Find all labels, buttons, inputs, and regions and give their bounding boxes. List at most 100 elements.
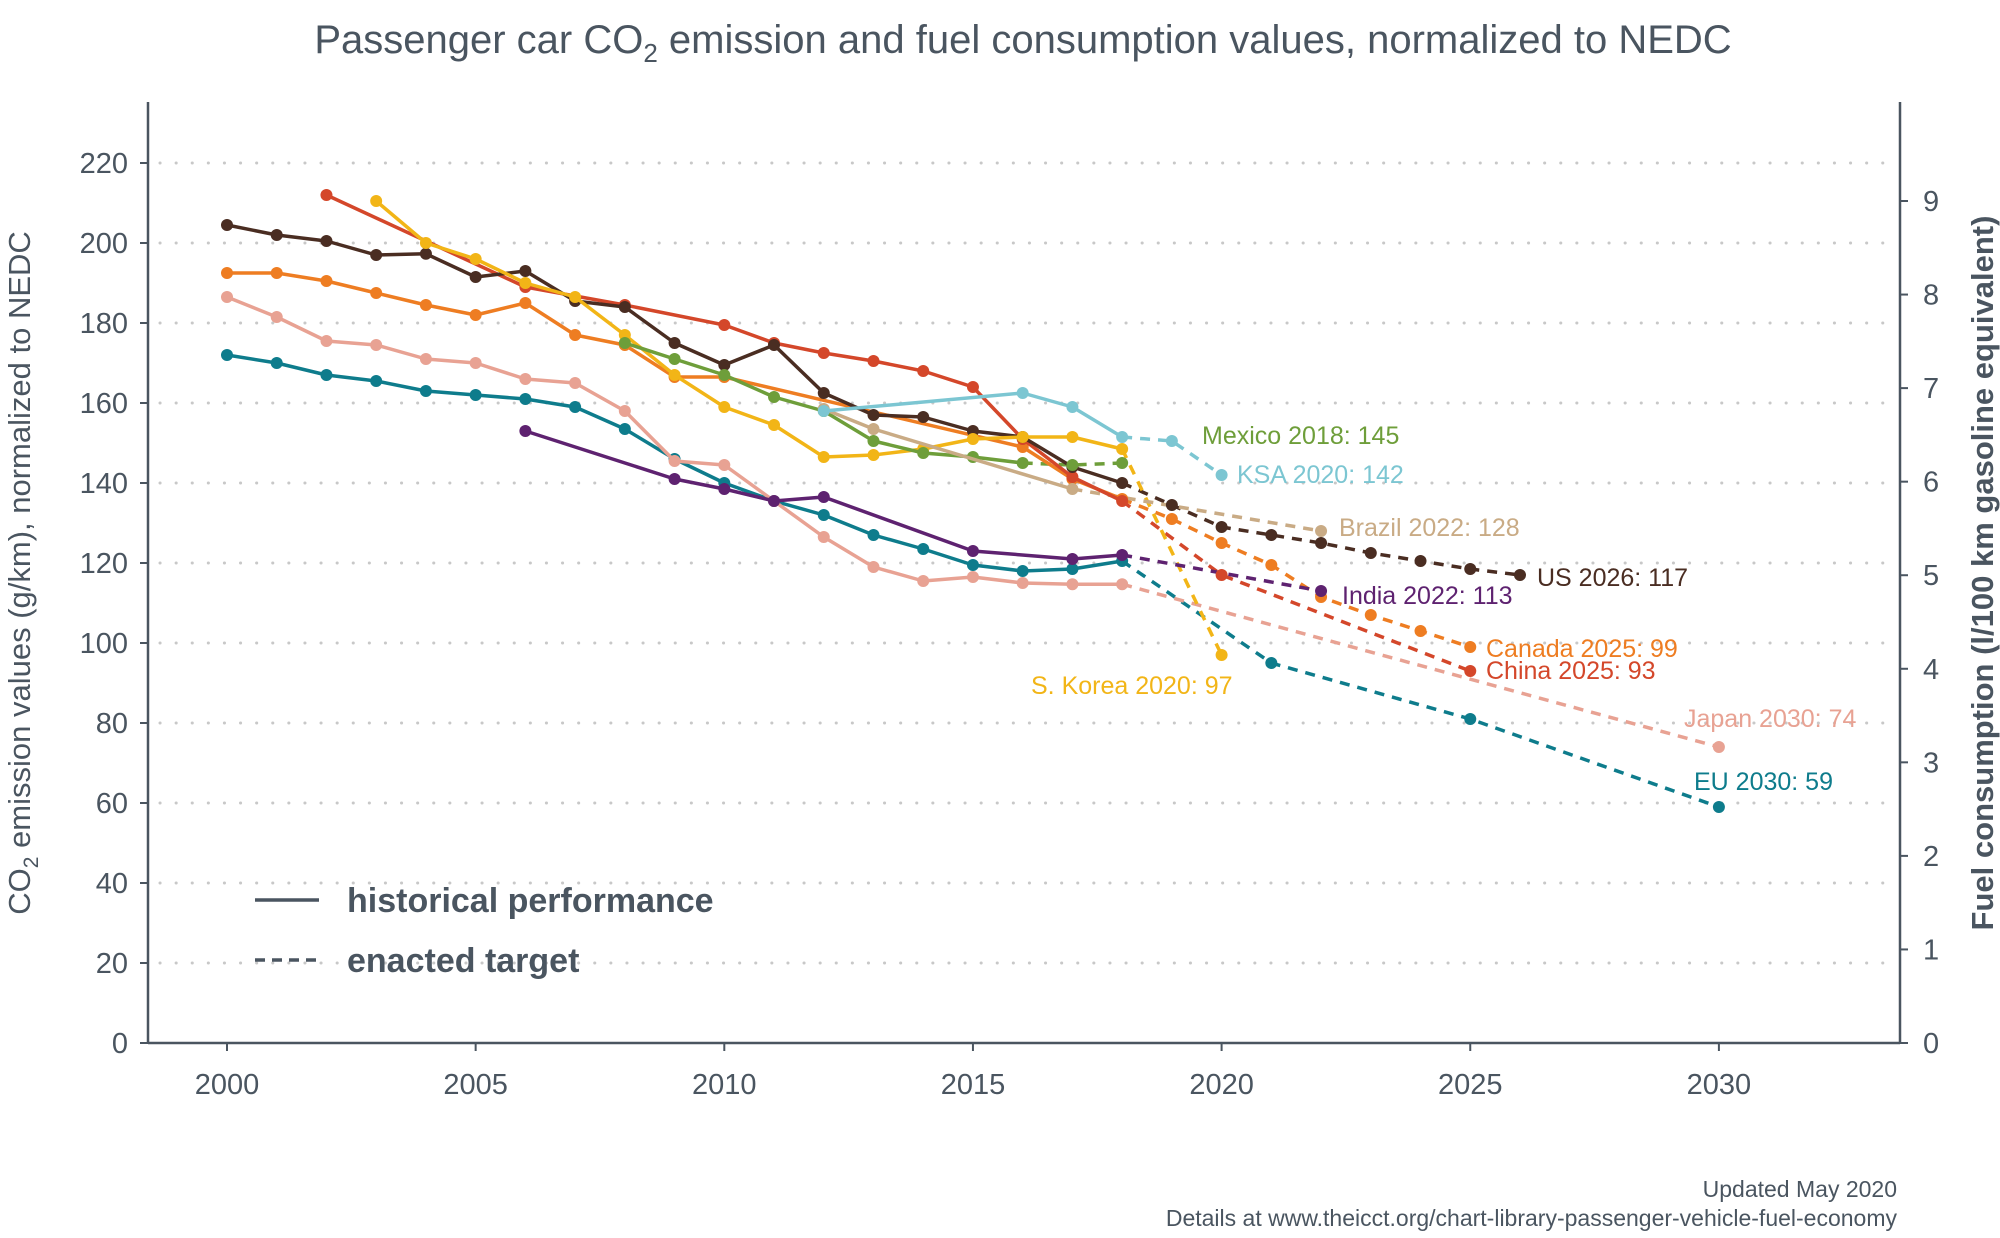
data-point <box>668 353 681 365</box>
data-point <box>519 265 532 277</box>
data-label-mexico: Mexico 2018: 145 <box>1202 422 1399 450</box>
data-point <box>221 219 233 231</box>
data-point <box>569 401 582 413</box>
data-point <box>1116 431 1129 443</box>
target-point <box>1414 555 1427 567</box>
y-right-tick-label: 0 <box>1923 1028 1939 1060</box>
target-point <box>1464 665 1477 677</box>
data-point <box>817 387 830 399</box>
data-point <box>469 309 482 321</box>
series-layer: EU 2030: 59 Japan 2030: 74 Canada 2025: 99… <box>221 189 1856 813</box>
data-label-ksa: KSA 2020: 142 <box>1237 461 1404 489</box>
x-tick-label: 2025 <box>1438 1069 1503 1101</box>
data-point <box>270 267 283 279</box>
legend: historical performance enacted target <box>255 882 714 980</box>
data-point <box>668 369 681 381</box>
data-point <box>1016 387 1029 399</box>
data-point <box>320 275 333 287</box>
x-tick-label: 2020 <box>1189 1069 1254 1101</box>
y-tick-label: 120 <box>80 548 128 580</box>
series-ksa <box>817 387 1228 481</box>
data-point <box>668 473 681 485</box>
y-right-tick-label: 4 <box>1923 654 1939 686</box>
data-point <box>419 247 432 260</box>
data-label-us: US 2026: 117 <box>1537 564 1688 592</box>
target-line-eu <box>1121 559 1720 809</box>
data-point <box>1066 483 1079 495</box>
y-right-tick-label: 2 <box>1923 841 1939 873</box>
y-tick-label: 140 <box>80 468 128 500</box>
legend-target: enacted target <box>347 942 579 980</box>
data-point <box>1016 457 1029 469</box>
historical-line <box>325 193 1123 503</box>
data-point <box>320 369 333 381</box>
data-point <box>221 291 233 303</box>
data-point <box>519 425 532 437</box>
y-tick-label: 80 <box>96 708 128 740</box>
data-point <box>917 365 930 377</box>
target-line-us <box>1121 481 1521 577</box>
data-point <box>867 423 880 435</box>
data-label-brazil: Brazil 2022: 128 <box>1339 514 1520 542</box>
footer-updated: Updated May 2020 <box>1703 1176 1897 1202</box>
data-point <box>966 545 979 557</box>
data-point <box>668 455 681 467</box>
y-right-tick-label: 1 <box>1923 934 1939 966</box>
data-point <box>618 301 631 313</box>
x-tick-label: 2030 <box>1687 1069 1752 1101</box>
target-point <box>1364 609 1377 621</box>
data-point <box>469 253 482 265</box>
chart-title: Passenger car CO2 emission and fuel cons… <box>314 18 1731 68</box>
data-point <box>867 409 880 421</box>
target-point <box>1165 513 1178 525</box>
data-point <box>917 447 930 459</box>
data-point <box>270 357 283 369</box>
data-point <box>917 411 930 423</box>
data-point <box>1116 578 1129 591</box>
y-tick-label: 220 <box>80 148 128 180</box>
data-point <box>817 347 830 359</box>
data-point <box>270 229 283 241</box>
y-right-tick-label: 9 <box>1923 186 1939 218</box>
data-point <box>320 235 333 247</box>
y-right-tick-label: 8 <box>1923 280 1939 312</box>
data-point <box>768 339 781 351</box>
data-point <box>1066 563 1079 575</box>
historical-line <box>524 429 1123 561</box>
y-right-tick-label: 5 <box>1923 560 1939 592</box>
y-tick-label: 40 <box>96 868 128 900</box>
target-line-ksa <box>1121 435 1223 477</box>
y-tick-label: 160 <box>80 388 128 420</box>
data-label-japan: Japan 2030: 74 <box>1684 705 1856 733</box>
data-point <box>817 405 830 417</box>
y-tick-label: 20 <box>96 948 128 980</box>
data-point <box>1016 577 1029 589</box>
data-point <box>519 373 532 385</box>
data-point <box>718 319 731 331</box>
historical-lines <box>221 189 1725 813</box>
historical-line <box>375 199 1123 459</box>
data-point <box>768 419 781 431</box>
grid <box>158 161 1892 965</box>
data-point <box>1116 549 1129 561</box>
data-point <box>419 237 432 249</box>
series-s-korea <box>370 195 1228 661</box>
data-point <box>469 389 482 401</box>
y-right-tick-label: 7 <box>1923 373 1939 405</box>
data-point <box>1016 431 1029 443</box>
series-us <box>221 219 1526 581</box>
data-point <box>917 575 930 587</box>
data-point <box>370 249 383 261</box>
data-point <box>966 571 979 583</box>
y-tick-label: 0 <box>112 1028 128 1060</box>
data-point <box>1016 565 1029 577</box>
data-label-india: India 2022: 113 <box>1342 582 1513 610</box>
data-point <box>618 337 631 349</box>
y-tick-label: 180 <box>80 308 128 340</box>
y-axis-right-label: Fuel consumption (l/100 km gasoline equi… <box>1965 216 2000 931</box>
data-point <box>718 483 731 495</box>
data-point <box>569 377 582 389</box>
data-point <box>519 393 532 405</box>
y-axis-label: CO2 emission values (g/km), normalized t… <box>2 231 43 915</box>
